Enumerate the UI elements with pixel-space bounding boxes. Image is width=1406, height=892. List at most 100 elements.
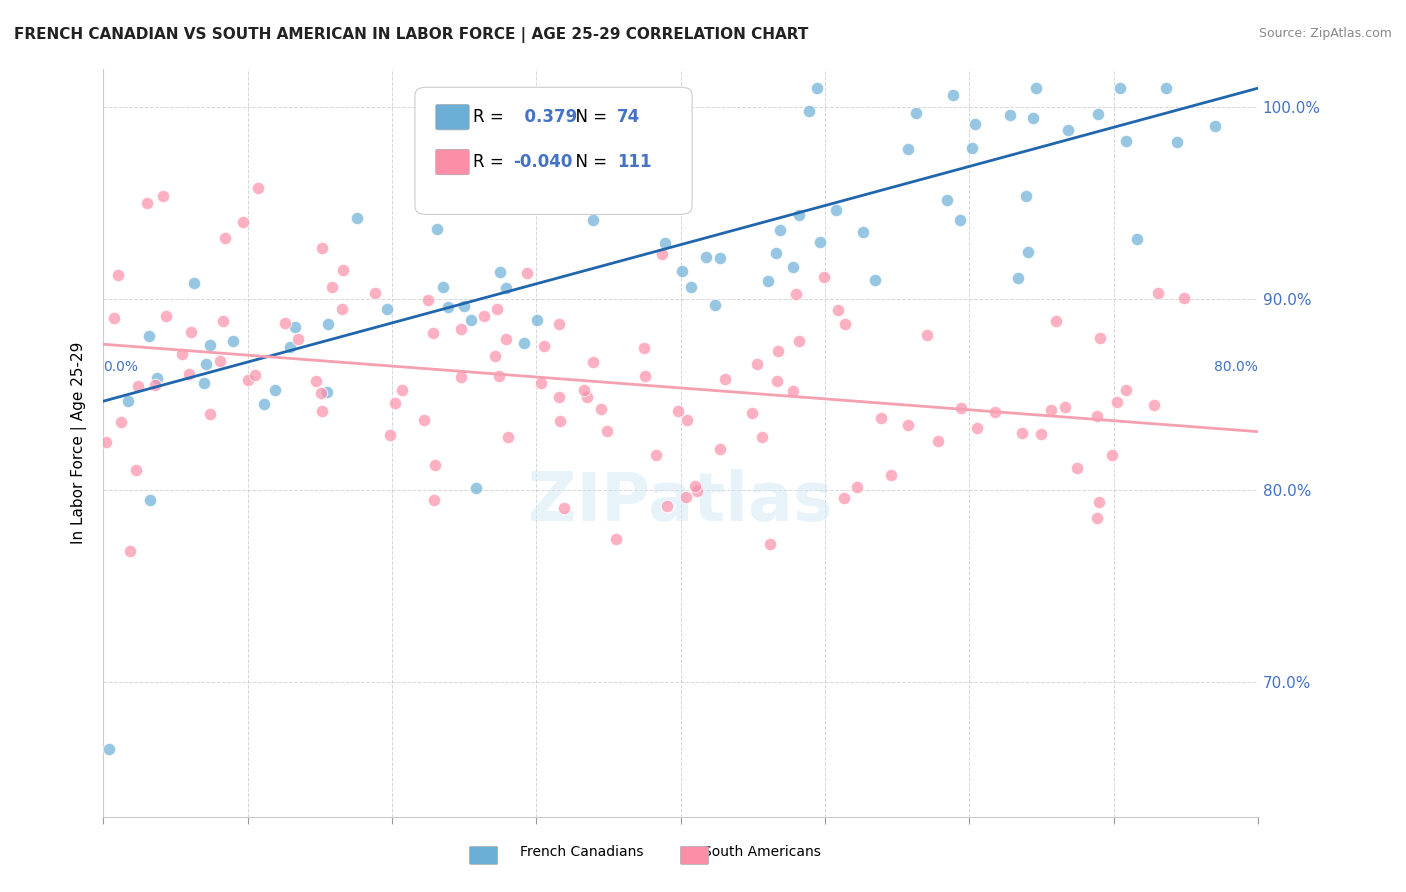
Point [897, 142, 920, 156]
Point [533, 339, 555, 353]
Point [495, 332, 517, 346]
Point [155, 309, 177, 323]
Point [110, 415, 132, 429]
Point [806, 80, 828, 95]
Text: South Americans: South Americans [703, 846, 821, 859]
Point [422, 326, 444, 340]
Point [834, 317, 856, 331]
Text: Source: ZipAtlas.com: Source: ZipAtlas.com [1258, 27, 1392, 40]
Y-axis label: In Labor Force | Age 25-29: In Labor Force | Age 25-29 [72, 342, 87, 544]
Point [863, 273, 886, 287]
Point [316, 385, 339, 400]
Point [683, 479, 706, 493]
Text: R =: R = [472, 153, 509, 171]
Point [1007, 270, 1029, 285]
Point [450, 322, 472, 336]
Point [741, 406, 763, 420]
Point [447, 170, 470, 185]
Point [998, 108, 1021, 122]
Point [193, 376, 215, 390]
Point [125, 463, 148, 477]
Point [465, 481, 488, 495]
Point [321, 280, 343, 294]
Point [1147, 286, 1170, 301]
Point [311, 241, 333, 255]
Point [582, 355, 605, 369]
Point [644, 448, 666, 462]
Point [695, 250, 717, 264]
Point [1088, 331, 1111, 345]
Point [785, 286, 807, 301]
Point [450, 369, 472, 384]
Point [915, 328, 938, 343]
Point [309, 386, 332, 401]
Point [138, 492, 160, 507]
Point [534, 177, 557, 191]
Point [489, 265, 512, 279]
Point [236, 373, 259, 387]
Point [685, 484, 707, 499]
Point [96, 435, 118, 450]
Point [245, 368, 267, 383]
Point [654, 236, 676, 251]
Point [287, 333, 309, 347]
Point [274, 316, 297, 330]
Point [709, 251, 731, 265]
Text: 74: 74 [617, 108, 640, 126]
Text: R =: R = [472, 108, 509, 126]
Point [935, 193, 957, 207]
Text: 0.379: 0.379 [513, 108, 578, 126]
Point [198, 337, 221, 351]
Point [460, 312, 482, 326]
Point [905, 106, 928, 120]
Point [384, 395, 406, 409]
Point [1108, 80, 1130, 95]
Point [789, 334, 811, 349]
Point [581, 213, 603, 227]
Point [759, 537, 782, 551]
Text: N =: N = [565, 153, 613, 171]
Point [278, 340, 301, 354]
Point [703, 297, 725, 311]
Point [1066, 461, 1088, 475]
Point [346, 211, 368, 225]
Point [880, 467, 903, 482]
FancyBboxPatch shape [415, 87, 692, 214]
FancyBboxPatch shape [436, 149, 470, 175]
Point [575, 390, 598, 404]
Point [1156, 80, 1178, 95]
Point [782, 384, 804, 399]
Point [214, 231, 236, 245]
Text: 0.0%: 0.0% [103, 360, 138, 375]
Point [1022, 112, 1045, 126]
Point [1115, 134, 1137, 148]
Point [529, 376, 551, 390]
Point [1025, 80, 1047, 95]
Point [782, 260, 804, 274]
Point [675, 413, 697, 427]
Point [845, 480, 868, 494]
Point [714, 372, 737, 386]
Point [423, 492, 446, 507]
Point [432, 280, 454, 294]
Point [425, 458, 447, 472]
Point [488, 369, 510, 384]
Point [963, 116, 986, 130]
Point [246, 181, 269, 195]
Point [1166, 135, 1188, 149]
Point [984, 405, 1007, 419]
Point [437, 301, 460, 315]
Point [765, 374, 787, 388]
Text: 80.0%: 80.0% [1213, 360, 1258, 375]
Point [472, 309, 495, 323]
Point [1143, 398, 1166, 412]
Point [633, 369, 655, 384]
Point [574, 383, 596, 397]
Point [669, 199, 692, 213]
Point [422, 174, 444, 188]
Point [813, 270, 835, 285]
Point [179, 368, 201, 382]
Point [305, 374, 328, 388]
Point [263, 384, 285, 398]
Text: -0.040: -0.040 [513, 153, 572, 171]
